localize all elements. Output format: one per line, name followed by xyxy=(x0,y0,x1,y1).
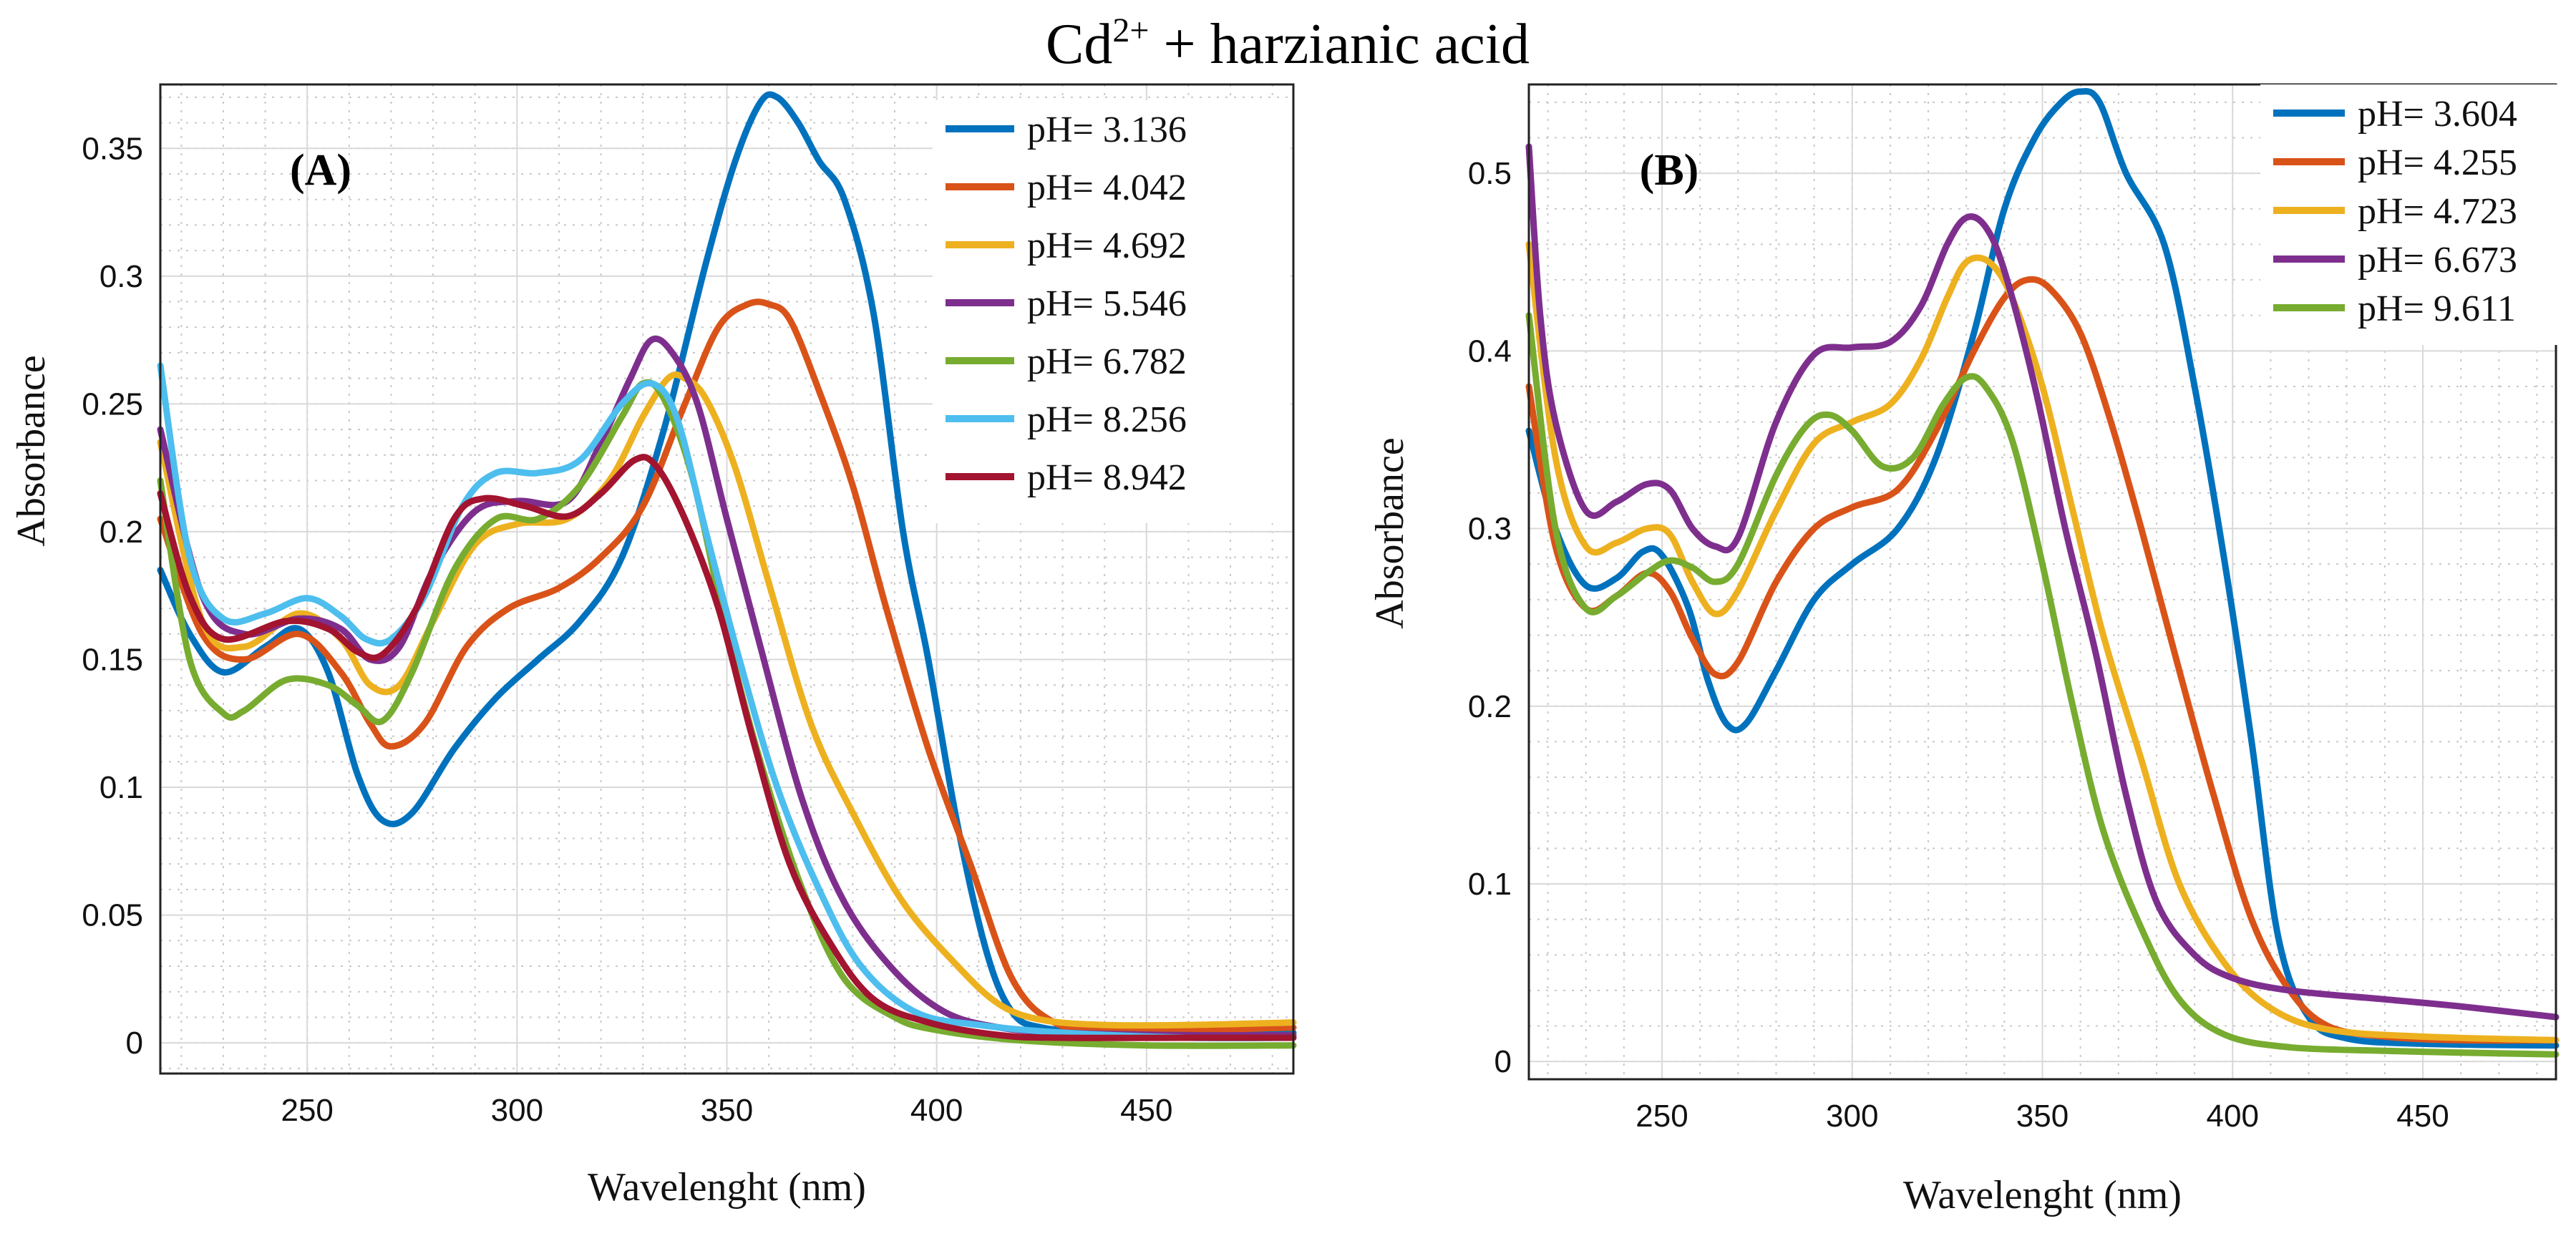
x-axis-label: Wavelenght (nm) xyxy=(588,1165,866,1210)
series-line-b-4 xyxy=(1525,143,2560,1021)
y-tick-label: 0.25 xyxy=(82,386,143,422)
legend-label: pH= 3.604 xyxy=(2358,94,2517,135)
legend-label: pH= 6.782 xyxy=(1027,341,1187,382)
series-line-a-6 xyxy=(157,362,1297,1042)
x-tick-label: 350 xyxy=(701,1093,753,1128)
legend-label: pH= 8.256 xyxy=(1027,399,1187,440)
legend-label: pH= 8.942 xyxy=(1027,457,1187,498)
legend-label: pH= 4.255 xyxy=(2358,142,2517,183)
y-tick-label: 0.3 xyxy=(99,259,143,294)
figure-title: Cd2+ + harzianic acid xyxy=(1046,11,1530,76)
chart-panel-a: 250 300 350 400 450 0 0.05 0.1 0.15 0.2 0.25 0.3 0.3… xyxy=(9,83,1297,1210)
figure-title-rest: + harzianic acid xyxy=(1149,13,1529,76)
series-line-a-7 xyxy=(157,454,1297,1041)
legend-label: pH= 9.611 xyxy=(2358,288,2516,329)
legend-label: pH= 4.042 xyxy=(1027,167,1187,208)
figure-title-main: Cd xyxy=(1046,13,1112,76)
series-line-a-2 xyxy=(157,298,1297,1034)
axes-frame-b xyxy=(1527,83,2557,1081)
y-axis-label: Absorbance xyxy=(1368,437,1412,628)
series-line-b-2 xyxy=(1525,276,2560,1044)
y-tick-label: 0.05 xyxy=(82,898,143,933)
legend-a: pH= 3.136 pH= 4.042 pH= 4.692 pH= 5.546 pH= … xyxy=(933,100,1291,523)
legend-label: pH= 6.673 xyxy=(2358,240,2517,281)
x-tick-label: 400 xyxy=(2207,1099,2259,1134)
y-tick-label: 0.3 xyxy=(1468,512,1512,547)
x-tick-label: 250 xyxy=(281,1093,333,1128)
x-tick-label: 450 xyxy=(2396,1099,2449,1134)
y-tick-label: 0 xyxy=(126,1026,143,1061)
legend-label: pH= 4.723 xyxy=(2358,191,2517,232)
x-tick-label: 350 xyxy=(2016,1099,2069,1134)
panel-label: (A) xyxy=(290,146,351,195)
y-tick-label: 0.1 xyxy=(99,770,143,805)
legend-label: pH= 5.546 xyxy=(1027,283,1187,324)
y-tick-label: 0.35 xyxy=(82,131,143,166)
y-tick-label: 0.1 xyxy=(1468,867,1512,902)
chart-panel-b: 250 300 350 400 450 0 0.1 0.2 0.3 0.4 0.5 Wavelengh… xyxy=(1368,83,2560,1217)
series-line-a-1 xyxy=(157,91,1297,1036)
legend-b: pH= 3.604 pH= 4.255 pH= 4.723 pH= 6.673 pH= … xyxy=(2260,84,2560,345)
legend-label: pH= 4.692 xyxy=(1027,225,1187,266)
series-line-b-3 xyxy=(1525,240,2560,1043)
axes-frame-a xyxy=(159,83,1295,1075)
legend-label: pH= 3.136 xyxy=(1027,110,1187,150)
x-tick-label: 300 xyxy=(491,1093,543,1128)
x-tick-label: 400 xyxy=(910,1093,963,1128)
panel-label: (B) xyxy=(1640,146,1699,195)
y-tick-label: 0.4 xyxy=(1468,334,1512,369)
y-axis-label: Absorbance xyxy=(9,355,54,546)
legend-box xyxy=(2260,84,2560,345)
x-tick-label: 300 xyxy=(1826,1099,1878,1134)
series-group-b xyxy=(1525,88,2560,1058)
x-axis-label: Wavelenght (nm) xyxy=(1903,1173,2182,1217)
series-line-b-5 xyxy=(1525,312,2560,1058)
series-line-a-4 xyxy=(157,335,1297,1039)
x-tick-label: 250 xyxy=(1635,1099,1688,1134)
y-tick-label: 0.5 xyxy=(1468,156,1512,191)
figure-title-superscript: 2+ xyxy=(1112,11,1149,49)
y-tick-label: 0.2 xyxy=(99,515,143,550)
y-tick-label: 0.2 xyxy=(1468,689,1512,724)
series-group-a xyxy=(157,91,1297,1049)
x-tick-label: 450 xyxy=(1120,1093,1172,1128)
legend-box xyxy=(933,100,1291,523)
series-line-b-1 xyxy=(1525,88,2560,1049)
y-tick-label: 0.15 xyxy=(82,642,143,677)
y-tick-label: 0 xyxy=(1494,1044,1512,1079)
